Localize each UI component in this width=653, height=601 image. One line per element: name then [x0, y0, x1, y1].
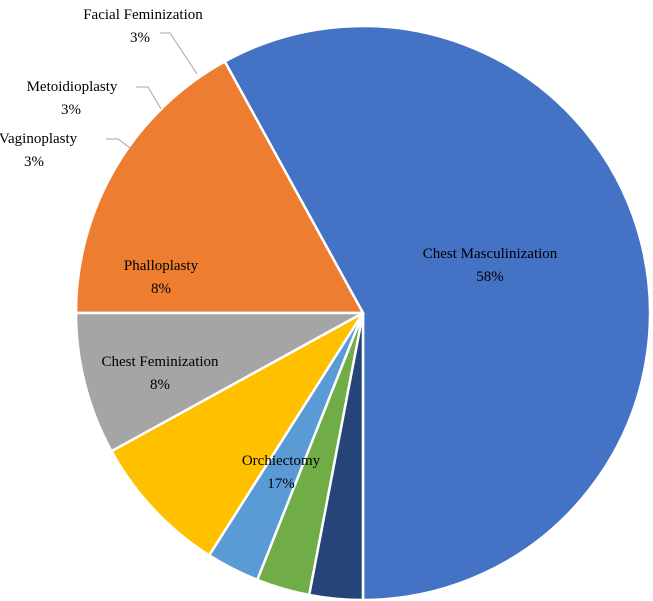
slice-label-name-vaginoplasty: Vaginoplasty [0, 131, 78, 147]
slice-label-name-chest-masculinization: Chest Masculinization [423, 246, 558, 262]
slice-label-value-chest-feminization: 8% [150, 377, 170, 393]
slice-labels: Chest Masculinization 58% Orchiectomy 17% Ch… [0, 7, 558, 492]
pie-slice-chest-masculinization [223, 24, 652, 601]
pie-slice-orchiectomy [74, 59, 366, 315]
pie-slice-phalloplasty [109, 311, 365, 558]
leader-lines [106, 32, 198, 151]
slice-label-value-phalloplasty: 8% [151, 281, 171, 297]
pie-slice-facial-feminization [307, 312, 365, 601]
slice-label-name-orchiectomy: Orchiectomy [242, 453, 321, 469]
slice-label-value-metoidioplasty: 3% [61, 102, 81, 118]
slice-label-name-facial-feminization: Facial Feminization [83, 7, 203, 23]
slice-label-name-phalloplasty: Phalloplasty [124, 258, 199, 274]
slice-label-name-chest-feminization: Chest Feminization [101, 354, 219, 370]
slice-label-name-metoidioplasty: Metoidioplasty [27, 79, 118, 95]
pie-slices [74, 24, 652, 601]
pie-slice-chest-feminization [74, 311, 364, 453]
leader-line-facial-feminization [160, 32, 198, 75]
slice-label-value-orchiectomy: 17% [267, 476, 295, 492]
leader-line-metoidioplasty [136, 86, 162, 110]
slice-label-value-vaginoplasty: 3% [24, 154, 44, 170]
slice-label-value-chest-masculinization: 58% [476, 269, 504, 285]
leader-line-vaginoplasty [106, 138, 134, 151]
slice-label-value-facial-feminization: 3% [130, 30, 150, 46]
